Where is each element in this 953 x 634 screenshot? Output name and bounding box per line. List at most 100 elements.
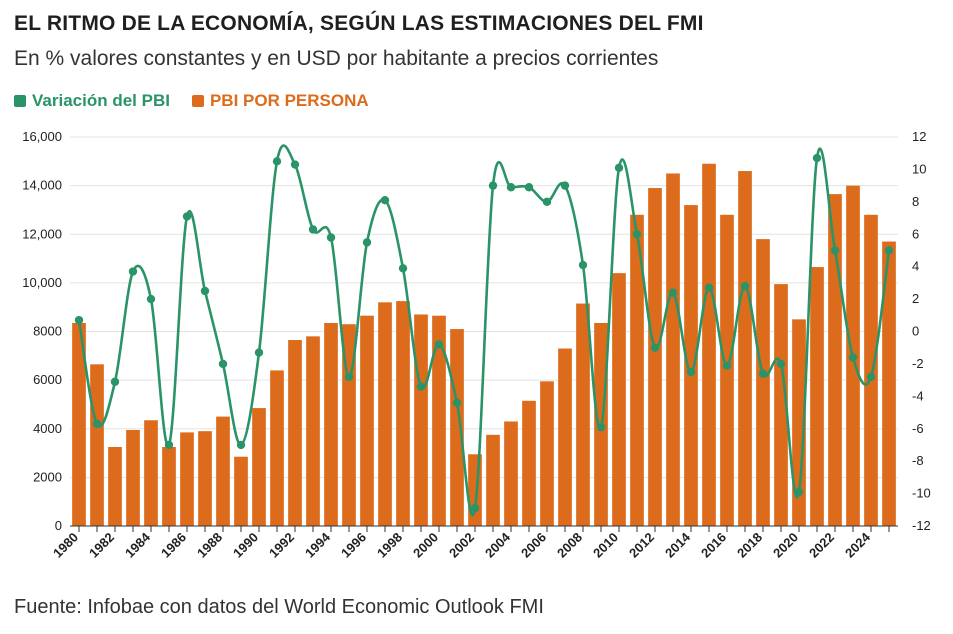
y-left-tick-label: 2000 bbox=[33, 469, 62, 484]
y-right-tick-label: -4 bbox=[912, 388, 924, 403]
x-tick-label: 2020 bbox=[770, 530, 801, 561]
point-gdp-variation bbox=[758, 369, 768, 378]
x-tick-label: 1980 bbox=[50, 530, 81, 561]
point-gdp-variation bbox=[452, 398, 462, 408]
bar-gdp-per-capita bbox=[540, 381, 554, 526]
chart-title: EL RITMO DE LA ECONOMÍA, SEGÚN LAS ESTIM… bbox=[14, 12, 704, 35]
point-gdp-variation bbox=[344, 372, 354, 382]
y-right-tick-label: -10 bbox=[912, 486, 931, 501]
bar-gdp-per-capita bbox=[360, 315, 374, 526]
point-gdp-variation bbox=[362, 238, 372, 247]
x-tick-label: 2004 bbox=[482, 529, 514, 561]
legend-item-gdp-variation: Variación del PBI bbox=[14, 91, 170, 111]
x-tick-label: 1986 bbox=[158, 530, 189, 561]
line-gdp-variation bbox=[77, 144, 891, 517]
bar-gdp-per-capita bbox=[666, 173, 680, 526]
x-tick-label: 1982 bbox=[86, 530, 117, 561]
y-left-tick-label: 8000 bbox=[33, 324, 62, 339]
bar-gdp-per-capita bbox=[198, 431, 212, 526]
x-tick-label: 1990 bbox=[230, 530, 261, 561]
x-tick-label: 1992 bbox=[266, 530, 297, 561]
legend-item-gdp-per-capita: PBI POR PERSONA bbox=[191, 91, 369, 111]
x-tick-label: 1984 bbox=[122, 529, 154, 561]
x-tick-label: 2002 bbox=[446, 530, 477, 561]
chart-subtitle: En % valores constantes y en USD por hab… bbox=[14, 47, 659, 70]
y-right-tick-label: 2 bbox=[912, 291, 919, 306]
point-gdp-variation bbox=[812, 153, 822, 163]
bar-gdp-per-capita bbox=[792, 319, 806, 526]
y-left-tick-label: 0 bbox=[55, 518, 62, 533]
point-gdp-variation bbox=[704, 283, 714, 292]
point-gdp-variation bbox=[578, 260, 588, 270]
bar-gdp-per-capita bbox=[288, 340, 302, 526]
bar-gdp-per-capita bbox=[810, 267, 824, 526]
bar-gdp-per-capita bbox=[162, 446, 176, 526]
point-gdp-variation bbox=[434, 340, 444, 349]
bar-gdp-per-capita bbox=[576, 303, 590, 526]
bar-gdp-per-capita bbox=[504, 421, 518, 526]
y-left-tick-label: 12,000 bbox=[22, 226, 62, 241]
legend-swatch-gdp-variation bbox=[14, 95, 26, 107]
point-gdp-variation bbox=[686, 367, 696, 377]
bar-gdp-per-capita bbox=[396, 301, 410, 526]
point-gdp-variation bbox=[110, 377, 120, 386]
point-gdp-variation bbox=[560, 181, 570, 190]
y-right-tick-label: -2 bbox=[912, 356, 924, 371]
bar-gdp-per-capita bbox=[720, 214, 734, 527]
bar-gdp-per-capita bbox=[252, 408, 266, 526]
point-gdp-variation bbox=[614, 163, 624, 172]
bar-gdp-per-capita bbox=[216, 416, 230, 526]
bar-gdp-per-capita bbox=[648, 188, 662, 526]
point-gdp-variation bbox=[218, 359, 228, 369]
legend-swatch-gdp-per-capita bbox=[191, 95, 204, 107]
bar-gdp-per-capita bbox=[702, 163, 716, 526]
bar-gdp-per-capita bbox=[450, 329, 464, 526]
x-tick-label: 2024 bbox=[842, 529, 874, 561]
bar-gdp-per-capita bbox=[414, 314, 428, 526]
point-gdp-variation bbox=[524, 183, 534, 192]
bar-gdp-per-capita bbox=[126, 429, 140, 526]
point-gdp-variation bbox=[506, 183, 516, 192]
x-tick-label: 2000 bbox=[410, 530, 441, 561]
point-gdp-variation bbox=[308, 225, 318, 234]
bar-gdp-per-capita bbox=[306, 336, 320, 526]
point-gdp-variation bbox=[650, 343, 660, 352]
point-gdp-variation bbox=[830, 246, 840, 255]
bar-gdp-per-capita bbox=[486, 434, 500, 526]
bar-gdp-per-capita bbox=[378, 302, 392, 526]
point-gdp-variation bbox=[74, 315, 84, 325]
point-gdp-variation bbox=[164, 440, 174, 450]
point-gdp-variation bbox=[128, 267, 138, 276]
x-tick-label: 2014 bbox=[662, 529, 694, 561]
bar-gdp-per-capita bbox=[774, 284, 788, 526]
bar-gdp-per-capita bbox=[738, 171, 752, 526]
point-gdp-variation bbox=[146, 294, 156, 304]
bar-gdp-per-capita bbox=[270, 370, 284, 526]
x-tick-label: 2010 bbox=[590, 530, 621, 561]
point-gdp-variation bbox=[542, 197, 552, 207]
y-right-tick-label: 10 bbox=[912, 161, 926, 176]
point-gdp-variation bbox=[398, 264, 408, 273]
y-right-tick-label: 0 bbox=[912, 324, 919, 339]
point-gdp-variation bbox=[200, 286, 210, 296]
point-gdp-variation bbox=[416, 382, 426, 391]
legend-label-gdp-variation: Variación del PBI bbox=[32, 91, 170, 110]
bar-gdp-per-capita bbox=[522, 400, 536, 526]
y-left-tick-label: 4000 bbox=[33, 421, 62, 436]
y-right-tick-label: 8 bbox=[912, 194, 919, 209]
bar-gdp-per-capita bbox=[432, 315, 446, 526]
x-tick-label: 2008 bbox=[554, 530, 585, 561]
point-gdp-variation bbox=[884, 246, 894, 255]
chart-legend: Variación del PBI PBI POR PERSONA bbox=[14, 91, 369, 111]
x-tick-label: 2006 bbox=[518, 530, 549, 561]
point-gdp-variation bbox=[272, 157, 282, 166]
x-tick-label: 2022 bbox=[806, 530, 837, 561]
bar-gdp-per-capita bbox=[630, 214, 644, 527]
x-tick-label: 2018 bbox=[734, 530, 765, 561]
bar-gdp-per-capita bbox=[234, 456, 248, 526]
point-gdp-variation bbox=[290, 160, 300, 169]
point-gdp-variation bbox=[866, 372, 876, 382]
point-gdp-variation bbox=[92, 419, 102, 429]
point-gdp-variation bbox=[470, 503, 480, 513]
